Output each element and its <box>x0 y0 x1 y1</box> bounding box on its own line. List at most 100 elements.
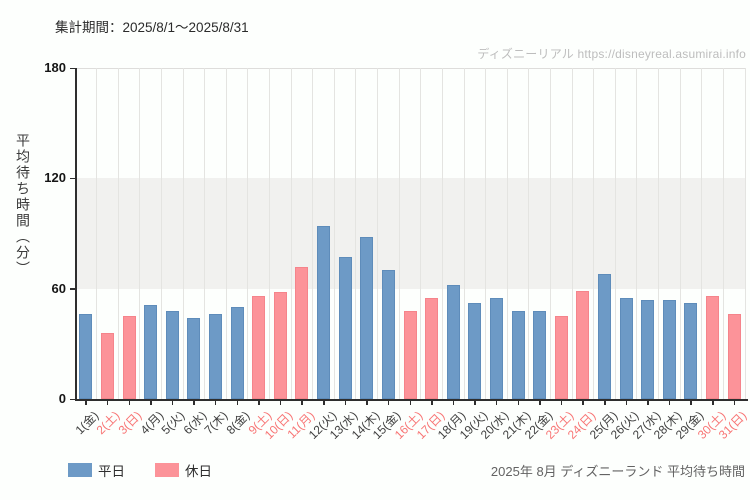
legend: 平日 休日 <box>68 460 212 480</box>
bar-30(土) <box>706 296 720 399</box>
x-tick <box>517 401 520 405</box>
x-tick <box>171 401 174 405</box>
bar-6(水) <box>187 318 201 399</box>
y-tick-label: 120 <box>44 170 66 186</box>
x-tick <box>431 401 433 405</box>
bar-31(日) <box>727 314 741 399</box>
x-tick <box>495 401 498 405</box>
bar-10(日) <box>273 292 287 399</box>
legend-item-weekday: 平日 <box>68 460 125 480</box>
y-tick-label: 0 <box>58 391 66 406</box>
gridline-vertical <box>463 68 465 399</box>
chart-footer-caption: 2025年 8月 ディズニーランド 平均待ち時間 <box>490 464 745 479</box>
gridline-vertical <box>139 68 141 399</box>
gridline-vertical <box>571 68 573 399</box>
bar-11(月) <box>295 266 309 399</box>
x-tick <box>258 401 260 405</box>
x-tick <box>128 401 131 405</box>
x-tick <box>193 401 195 405</box>
x-tick <box>452 401 455 405</box>
gridline-vertical <box>290 68 292 399</box>
bar-2(土) <box>100 332 114 399</box>
x-tick <box>85 401 87 405</box>
gridline-vertical <box>269 68 271 399</box>
x-tick <box>539 401 541 405</box>
x-tick <box>733 401 736 405</box>
bar-24(日) <box>576 290 590 399</box>
y-tick <box>70 67 75 69</box>
gridline-vertical <box>160 68 162 399</box>
bar-25(月) <box>598 273 612 399</box>
x-tick <box>150 401 152 405</box>
plot-top-border <box>75 68 745 69</box>
legend-label-holiday: 休日 <box>185 464 212 479</box>
x-tick <box>344 401 347 405</box>
bar-13(水) <box>338 257 352 399</box>
bar-18(月) <box>446 284 460 399</box>
x-tick <box>668 401 671 405</box>
y-tick <box>70 398 75 400</box>
gridline-vertical <box>96 68 98 399</box>
bar-20(水) <box>489 297 503 399</box>
gridline-vertical <box>528 68 530 399</box>
x-tick <box>409 401 411 405</box>
x-tick <box>279 401 282 405</box>
gridline-vertical <box>658 68 660 399</box>
x-axis-line <box>75 399 748 401</box>
gridline-vertical <box>312 68 314 399</box>
y-tick <box>70 288 75 290</box>
bar-29(金) <box>684 303 698 399</box>
watermark-site-credit: ディズニーリアル https://disneyreal.asumirai.inf… <box>477 47 746 61</box>
gridline-vertical <box>247 68 249 399</box>
x-tick <box>604 401 606 405</box>
x-tick <box>647 401 649 405</box>
bar-9(土) <box>252 296 266 399</box>
legend-swatch-holiday <box>155 463 179 477</box>
gridline-vertical <box>679 68 681 399</box>
x-tick <box>106 401 109 405</box>
bar-19(火) <box>468 303 482 399</box>
gridline-vertical <box>506 68 508 399</box>
legend-item-holiday: 休日 <box>155 460 212 480</box>
bar-21(木) <box>511 310 525 399</box>
bar-1(金) <box>79 314 93 399</box>
y-axis-title: 平均待ち時間（分） <box>15 133 31 277</box>
bar-16(土) <box>403 310 417 399</box>
x-tick <box>690 401 692 405</box>
grid-band-60-120 <box>75 178 745 289</box>
bar-4(月) <box>144 305 158 399</box>
gridline-vertical <box>441 68 443 399</box>
gridline-vertical <box>722 68 724 399</box>
gridline-vertical <box>614 68 616 399</box>
y-tick <box>70 177 75 180</box>
x-tick <box>560 401 563 405</box>
gridline-vertical <box>593 68 595 399</box>
legend-swatch-weekday <box>68 463 92 477</box>
gridline-vertical <box>182 68 184 399</box>
bar-3(日) <box>122 316 136 399</box>
y-axis-line <box>75 68 77 400</box>
gridline-vertical <box>485 68 487 399</box>
x-tick <box>214 401 217 405</box>
gridline-vertical <box>225 68 227 399</box>
bar-12(火) <box>317 226 331 399</box>
y-tick-label: 180 <box>44 60 66 75</box>
x-tick <box>582 401 584 405</box>
gridline-vertical <box>636 68 638 399</box>
legend-label-weekday: 平日 <box>98 464 125 479</box>
x-tick <box>387 401 390 405</box>
x-tick <box>712 401 714 405</box>
bar-5(火) <box>165 310 179 399</box>
x-tick <box>301 401 303 405</box>
gridline-vertical <box>701 68 703 399</box>
gridline-vertical <box>744 68 746 399</box>
bar-8(金) <box>230 307 244 399</box>
gridline-vertical <box>420 68 422 399</box>
x-tick <box>625 401 628 405</box>
gridline-vertical <box>377 68 379 399</box>
x-tick <box>323 401 325 405</box>
bar-14(木) <box>360 237 374 399</box>
report-period-title: 集計期間：2025/8/1～2025/8/31 <box>55 20 249 35</box>
bar-27(水) <box>641 299 655 399</box>
